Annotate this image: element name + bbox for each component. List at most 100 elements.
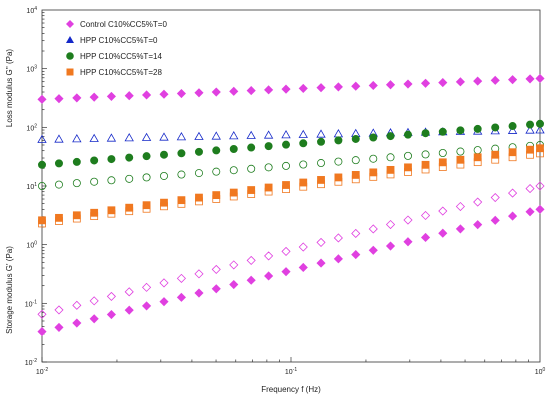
data-point-diamond (246, 86, 256, 96)
data-point-diamond (535, 73, 545, 84)
data-point-diamond (420, 210, 431, 221)
data-point-diamond (385, 219, 396, 230)
data-point-square (404, 163, 412, 172)
data-point-diamond (124, 91, 134, 101)
data-point-square (195, 197, 203, 206)
data-point-diamond (176, 273, 186, 283)
data-point-square (456, 160, 465, 169)
x-tick-label: 10-2 (36, 367, 48, 376)
data-point-diamond (194, 88, 204, 98)
data-point-diamond (420, 232, 431, 243)
data-point-diamond (37, 94, 47, 104)
data-point-square (247, 190, 256, 198)
legend-label: HPP C10%CC5%T=14 (80, 52, 162, 61)
data-point-square (55, 217, 63, 225)
data-point-diamond (298, 242, 308, 252)
axis-ticks: 10-2 10-1 100 10-2 10-1 100 101 102 103 104 (25, 6, 546, 376)
data-point-circle (159, 150, 168, 159)
data-point-square (421, 165, 430, 174)
data-point-triangle (159, 132, 169, 141)
data-point-square (536, 144, 544, 153)
data-point-circle (456, 147, 465, 156)
data-point-square (247, 186, 256, 194)
data-point-diamond (194, 269, 204, 279)
data-point-diamond (176, 292, 186, 302)
data-point-diamond (89, 314, 99, 324)
data-point-circle (212, 146, 221, 155)
data-point-diamond (333, 82, 343, 92)
data-point-circle (299, 160, 308, 169)
data-points (37, 73, 545, 337)
data-point-circle (194, 169, 203, 178)
data-point-diamond (142, 90, 152, 100)
data-point-square (264, 183, 273, 192)
data-point-circle (526, 120, 535, 129)
data-point-diamond (229, 260, 239, 270)
data-point-diamond (438, 228, 448, 238)
data-point-circle (90, 177, 99, 186)
data-point-diamond (508, 75, 518, 85)
data-point-circle (386, 132, 395, 141)
data-point-triangle (333, 129, 344, 138)
data-point-circle (491, 123, 500, 132)
data-point-circle (247, 143, 256, 152)
legend-item-hpp-t0: HPP C10%CC5%T=0 (66, 36, 158, 45)
data-point-diamond (106, 91, 116, 102)
data-point-square (369, 172, 378, 181)
data-point-square (334, 177, 343, 186)
data-point-square (282, 181, 290, 189)
data-point-diamond (473, 76, 483, 86)
data-point-circle (369, 133, 378, 142)
data-point-square (317, 180, 325, 189)
data-point-diamond (420, 78, 431, 88)
data-point-diamond (333, 254, 343, 264)
data-point-circle (351, 156, 360, 165)
data-point-circle (177, 149, 186, 158)
data-point-diamond (211, 284, 221, 294)
data-point-diamond (535, 181, 545, 191)
data-point-diamond (351, 81, 361, 91)
data-point-diamond (535, 204, 545, 214)
data-point-circle (90, 156, 99, 165)
data-point-triangle (194, 131, 204, 140)
data-point-circle (456, 126, 465, 135)
data-point-diamond (525, 207, 535, 217)
legend-marker-triangle (66, 36, 74, 43)
data-point-circle (194, 147, 203, 156)
data-point-circle (369, 154, 378, 163)
data-point-square (299, 182, 308, 191)
data-point-diamond (72, 318, 82, 328)
data-point-square (473, 158, 482, 167)
data-point-diamond (246, 275, 256, 285)
data-point-diamond (525, 74, 535, 84)
data-point-diamond (124, 305, 134, 315)
data-point-diamond (351, 250, 361, 260)
data-point-square (38, 219, 46, 228)
data-point-triangle (72, 134, 82, 143)
data-point-square (508, 153, 517, 162)
data-point-circle (334, 136, 343, 145)
data-point-circle (212, 167, 221, 176)
data-point-diamond (211, 87, 221, 97)
data-point-circle (142, 152, 151, 161)
data-point-diamond (89, 92, 99, 102)
x-axis-label: Frequency f (Hz) (261, 385, 321, 394)
data-point-diamond (455, 77, 465, 87)
data-point-triangle (89, 133, 99, 142)
x-tick-label: 100 (535, 367, 546, 376)
data-point-square (526, 150, 534, 159)
data-point-diamond (124, 287, 134, 297)
data-point-square (90, 212, 99, 221)
x-tick-label: 10-1 (285, 367, 297, 376)
data-point-square (317, 176, 325, 184)
data-point-circle (142, 173, 151, 182)
data-point-diamond (333, 233, 343, 243)
data-point-circle (438, 148, 447, 157)
data-point-circle (317, 159, 326, 168)
data-point-diamond (159, 297, 169, 307)
data-point-diamond (351, 228, 361, 239)
data-point-circle (38, 181, 47, 190)
legend-item-hpp-t28: HPP C10%CC5%T=28 (66, 68, 162, 77)
legend-item-hpp-t14: HPP C10%CC5%T=14 (66, 52, 162, 61)
data-point-circle (54, 180, 63, 189)
